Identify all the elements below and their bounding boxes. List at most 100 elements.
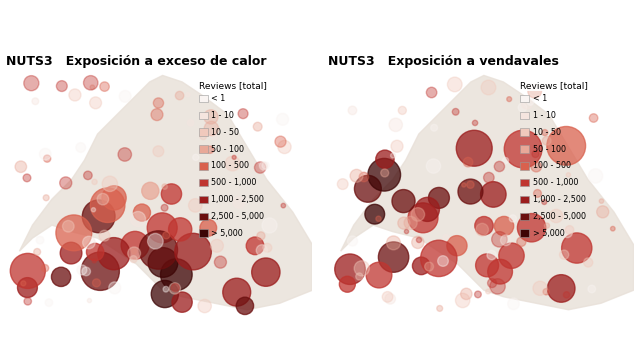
FancyBboxPatch shape (199, 95, 207, 102)
Circle shape (376, 150, 394, 168)
Circle shape (516, 237, 526, 247)
Circle shape (408, 203, 438, 233)
Circle shape (23, 174, 31, 182)
Circle shape (335, 254, 365, 284)
Circle shape (130, 256, 137, 263)
Circle shape (151, 109, 163, 121)
Circle shape (550, 209, 563, 223)
FancyBboxPatch shape (520, 129, 529, 136)
Circle shape (532, 150, 539, 158)
Circle shape (223, 278, 251, 306)
Circle shape (391, 140, 403, 152)
Circle shape (119, 90, 131, 102)
FancyBboxPatch shape (520, 229, 529, 237)
Circle shape (404, 216, 417, 229)
Circle shape (10, 253, 45, 288)
Circle shape (404, 229, 409, 234)
Circle shape (425, 262, 433, 271)
Circle shape (172, 284, 179, 292)
Circle shape (206, 146, 214, 153)
Circle shape (175, 233, 211, 270)
Circle shape (211, 239, 223, 252)
Circle shape (488, 259, 513, 284)
Circle shape (90, 97, 102, 109)
Text: 100 - 500: 100 - 500 (211, 161, 250, 170)
Circle shape (494, 161, 504, 172)
Circle shape (161, 184, 182, 204)
Circle shape (447, 235, 467, 256)
Circle shape (484, 172, 494, 183)
Text: 1 - 10: 1 - 10 (532, 111, 556, 120)
Circle shape (382, 292, 393, 302)
Circle shape (82, 267, 90, 276)
Circle shape (500, 235, 511, 246)
FancyBboxPatch shape (199, 196, 207, 203)
Circle shape (518, 103, 527, 112)
Circle shape (154, 98, 164, 108)
Circle shape (51, 267, 70, 287)
Circle shape (17, 278, 37, 297)
Circle shape (262, 162, 269, 169)
FancyBboxPatch shape (199, 229, 207, 237)
Circle shape (337, 179, 348, 189)
Circle shape (276, 113, 289, 125)
Circle shape (102, 176, 118, 192)
Circle shape (92, 259, 97, 263)
Circle shape (69, 89, 81, 101)
Circle shape (436, 306, 443, 311)
Polygon shape (19, 76, 312, 310)
Circle shape (132, 249, 136, 254)
Circle shape (385, 293, 396, 304)
Circle shape (148, 233, 163, 249)
Circle shape (21, 281, 26, 286)
Circle shape (596, 206, 609, 218)
Circle shape (350, 169, 363, 182)
Circle shape (542, 130, 548, 136)
Text: 50 - 100: 50 - 100 (532, 145, 566, 154)
Circle shape (412, 257, 430, 275)
Circle shape (499, 243, 524, 269)
Circle shape (529, 82, 541, 95)
Circle shape (175, 91, 184, 100)
Circle shape (36, 236, 44, 244)
Circle shape (426, 159, 440, 173)
Circle shape (588, 169, 603, 183)
Circle shape (517, 213, 546, 242)
Circle shape (494, 216, 514, 236)
Circle shape (32, 98, 38, 105)
Circle shape (128, 247, 141, 260)
Circle shape (153, 146, 164, 157)
Circle shape (528, 84, 541, 98)
Circle shape (428, 188, 449, 208)
Circle shape (236, 297, 253, 315)
Text: > 5,000: > 5,000 (211, 229, 243, 238)
Circle shape (426, 87, 437, 98)
Circle shape (86, 243, 104, 261)
Circle shape (488, 279, 497, 288)
Circle shape (204, 110, 218, 124)
Circle shape (84, 171, 92, 180)
Text: 50 - 100: 50 - 100 (211, 145, 244, 154)
Circle shape (356, 273, 363, 280)
Circle shape (398, 217, 410, 229)
Circle shape (98, 238, 130, 270)
Circle shape (415, 197, 440, 221)
Circle shape (97, 193, 109, 205)
Circle shape (211, 133, 218, 140)
Circle shape (547, 275, 575, 302)
Circle shape (56, 81, 67, 91)
Circle shape (447, 77, 462, 92)
Text: 2,500 - 5,000: 2,500 - 5,000 (532, 212, 586, 221)
Circle shape (163, 286, 169, 292)
Circle shape (563, 292, 570, 298)
Circle shape (420, 240, 457, 276)
Text: 1,000 - 2,500: 1,000 - 2,500 (211, 195, 264, 204)
Circle shape (348, 106, 356, 115)
Circle shape (161, 259, 192, 291)
Circle shape (411, 208, 424, 221)
Circle shape (452, 108, 459, 115)
Circle shape (200, 133, 207, 140)
Circle shape (92, 179, 97, 185)
Circle shape (368, 158, 401, 191)
Circle shape (253, 122, 262, 131)
